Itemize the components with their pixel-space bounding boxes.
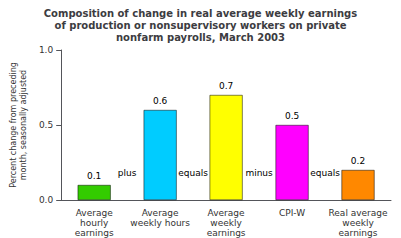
svg-text:0.6: 0.6	[153, 96, 168, 106]
svg-text:Average: Average	[76, 208, 113, 218]
svg-text:Percent change from preceding: Percent change from preceding	[9, 62, 18, 188]
svg-text:0.7: 0.7	[219, 81, 233, 91]
svg-text:nonfarm payrolls, March 2003: nonfarm payrolls, March 2003	[116, 32, 285, 43]
svg-text:minus: minus	[245, 168, 273, 178]
svg-text:of production or nonsupervisor: of production or nonsupervisory workers …	[55, 20, 347, 31]
svg-text:earnings: earnings	[75, 228, 114, 238]
svg-text:earnings: earnings	[207, 228, 246, 238]
svg-text:1.0: 1.0	[39, 45, 54, 55]
svg-text:equals: equals	[178, 168, 208, 178]
svg-text:0.2: 0.2	[351, 156, 365, 166]
svg-text:equals: equals	[310, 168, 340, 178]
svg-text:Composition of change in real: Composition of change in real average we…	[44, 8, 357, 19]
svg-text:Average: Average	[142, 208, 179, 218]
svg-text:weekly: weekly	[342, 218, 374, 228]
svg-text:Average: Average	[208, 208, 245, 218]
svg-text:0.5: 0.5	[39, 120, 53, 130]
svg-text:earnings: earnings	[339, 228, 378, 238]
svg-text:hourly: hourly	[80, 218, 109, 228]
svg-text:plus: plus	[118, 168, 137, 178]
svg-text:0.1: 0.1	[87, 171, 101, 181]
svg-text:weekly hours: weekly hours	[130, 218, 190, 228]
svg-text:Real average: Real average	[328, 208, 388, 218]
svg-text:0.0: 0.0	[39, 195, 54, 205]
svg-text:CPI-W: CPI-W	[279, 208, 305, 218]
svg-text:month, seasonally adjusted: month, seasonally adjusted	[19, 70, 28, 180]
svg-text:0.5: 0.5	[285, 111, 299, 121]
svg-text:weekly: weekly	[210, 218, 242, 228]
